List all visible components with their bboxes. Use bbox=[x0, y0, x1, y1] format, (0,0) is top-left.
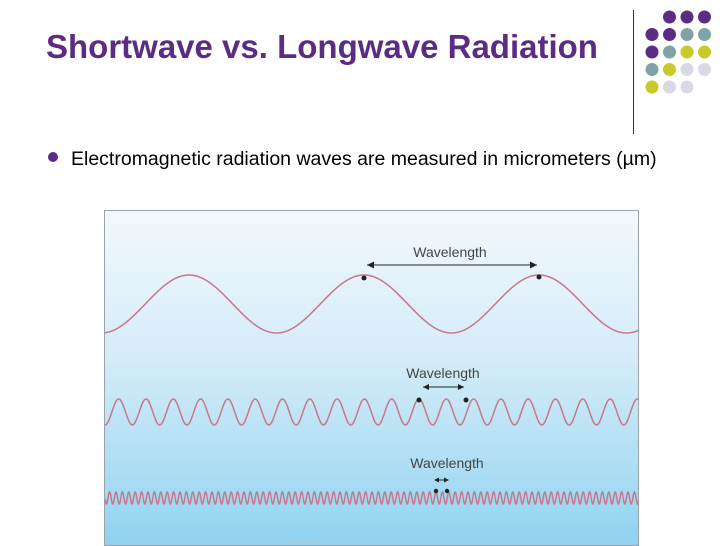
arrow-head-left-icon bbox=[423, 384, 429, 390]
short-wave bbox=[105, 490, 638, 506]
arrow-head-right-icon bbox=[458, 384, 464, 390]
decorative-dot-grid bbox=[645, 10, 711, 94]
decor-dot bbox=[680, 28, 694, 41]
wavelength-label-medium: Wavelength bbox=[406, 365, 479, 381]
slide-title: Shortwave vs. Longwave Radiation bbox=[46, 28, 598, 65]
decor-dot bbox=[698, 63, 711, 76]
crest-marker bbox=[416, 397, 422, 403]
arrow-head-left-icon bbox=[367, 261, 374, 269]
arrow-head-left-icon bbox=[434, 477, 439, 483]
decor-dot bbox=[663, 63, 676, 76]
decor-dot bbox=[680, 10, 694, 24]
decor-dot bbox=[663, 45, 676, 59]
divider-line bbox=[633, 10, 634, 134]
arrow-head-right-icon bbox=[530, 261, 537, 269]
crest-marker bbox=[433, 488, 439, 494]
decor-dot bbox=[663, 28, 676, 41]
decor-dot bbox=[645, 63, 659, 76]
arrow-head-right-icon bbox=[444, 477, 449, 483]
decor-dot bbox=[680, 63, 694, 76]
decor-dot bbox=[698, 10, 711, 24]
decor-dot bbox=[698, 28, 711, 41]
crest-marker bbox=[361, 275, 367, 281]
decor-dot bbox=[663, 80, 676, 94]
crest-marker bbox=[444, 488, 450, 494]
wavelength-label-long: Wavelength bbox=[413, 244, 486, 260]
crest-marker bbox=[463, 397, 469, 403]
bullet-dot-icon bbox=[48, 152, 58, 162]
decor-dot bbox=[645, 28, 659, 41]
bullet-text: Electromagnetic radiation waves are meas… bbox=[71, 148, 657, 170]
decor-dot bbox=[645, 80, 659, 94]
image-credit-smudge: ▪ ▪ ▪▪▪▪ ▪▪▪ ▪▪▪ bbox=[276, 540, 325, 546]
crest-marker bbox=[536, 274, 542, 280]
decor-dot bbox=[680, 80, 694, 94]
decor-dot bbox=[698, 45, 711, 59]
wavelength-diagram: Wavelength Wavelength Wavelength bbox=[105, 244, 638, 506]
decor-dot bbox=[663, 10, 676, 24]
medium-wave bbox=[105, 398, 638, 426]
decor-dot bbox=[645, 45, 659, 59]
long-wave bbox=[105, 274, 638, 334]
decor-dot bbox=[680, 45, 694, 59]
wavelength-label-short: Wavelength bbox=[410, 455, 483, 471]
wavelength-figure: Wavelength Wavelength Wavelength bbox=[104, 210, 639, 546]
